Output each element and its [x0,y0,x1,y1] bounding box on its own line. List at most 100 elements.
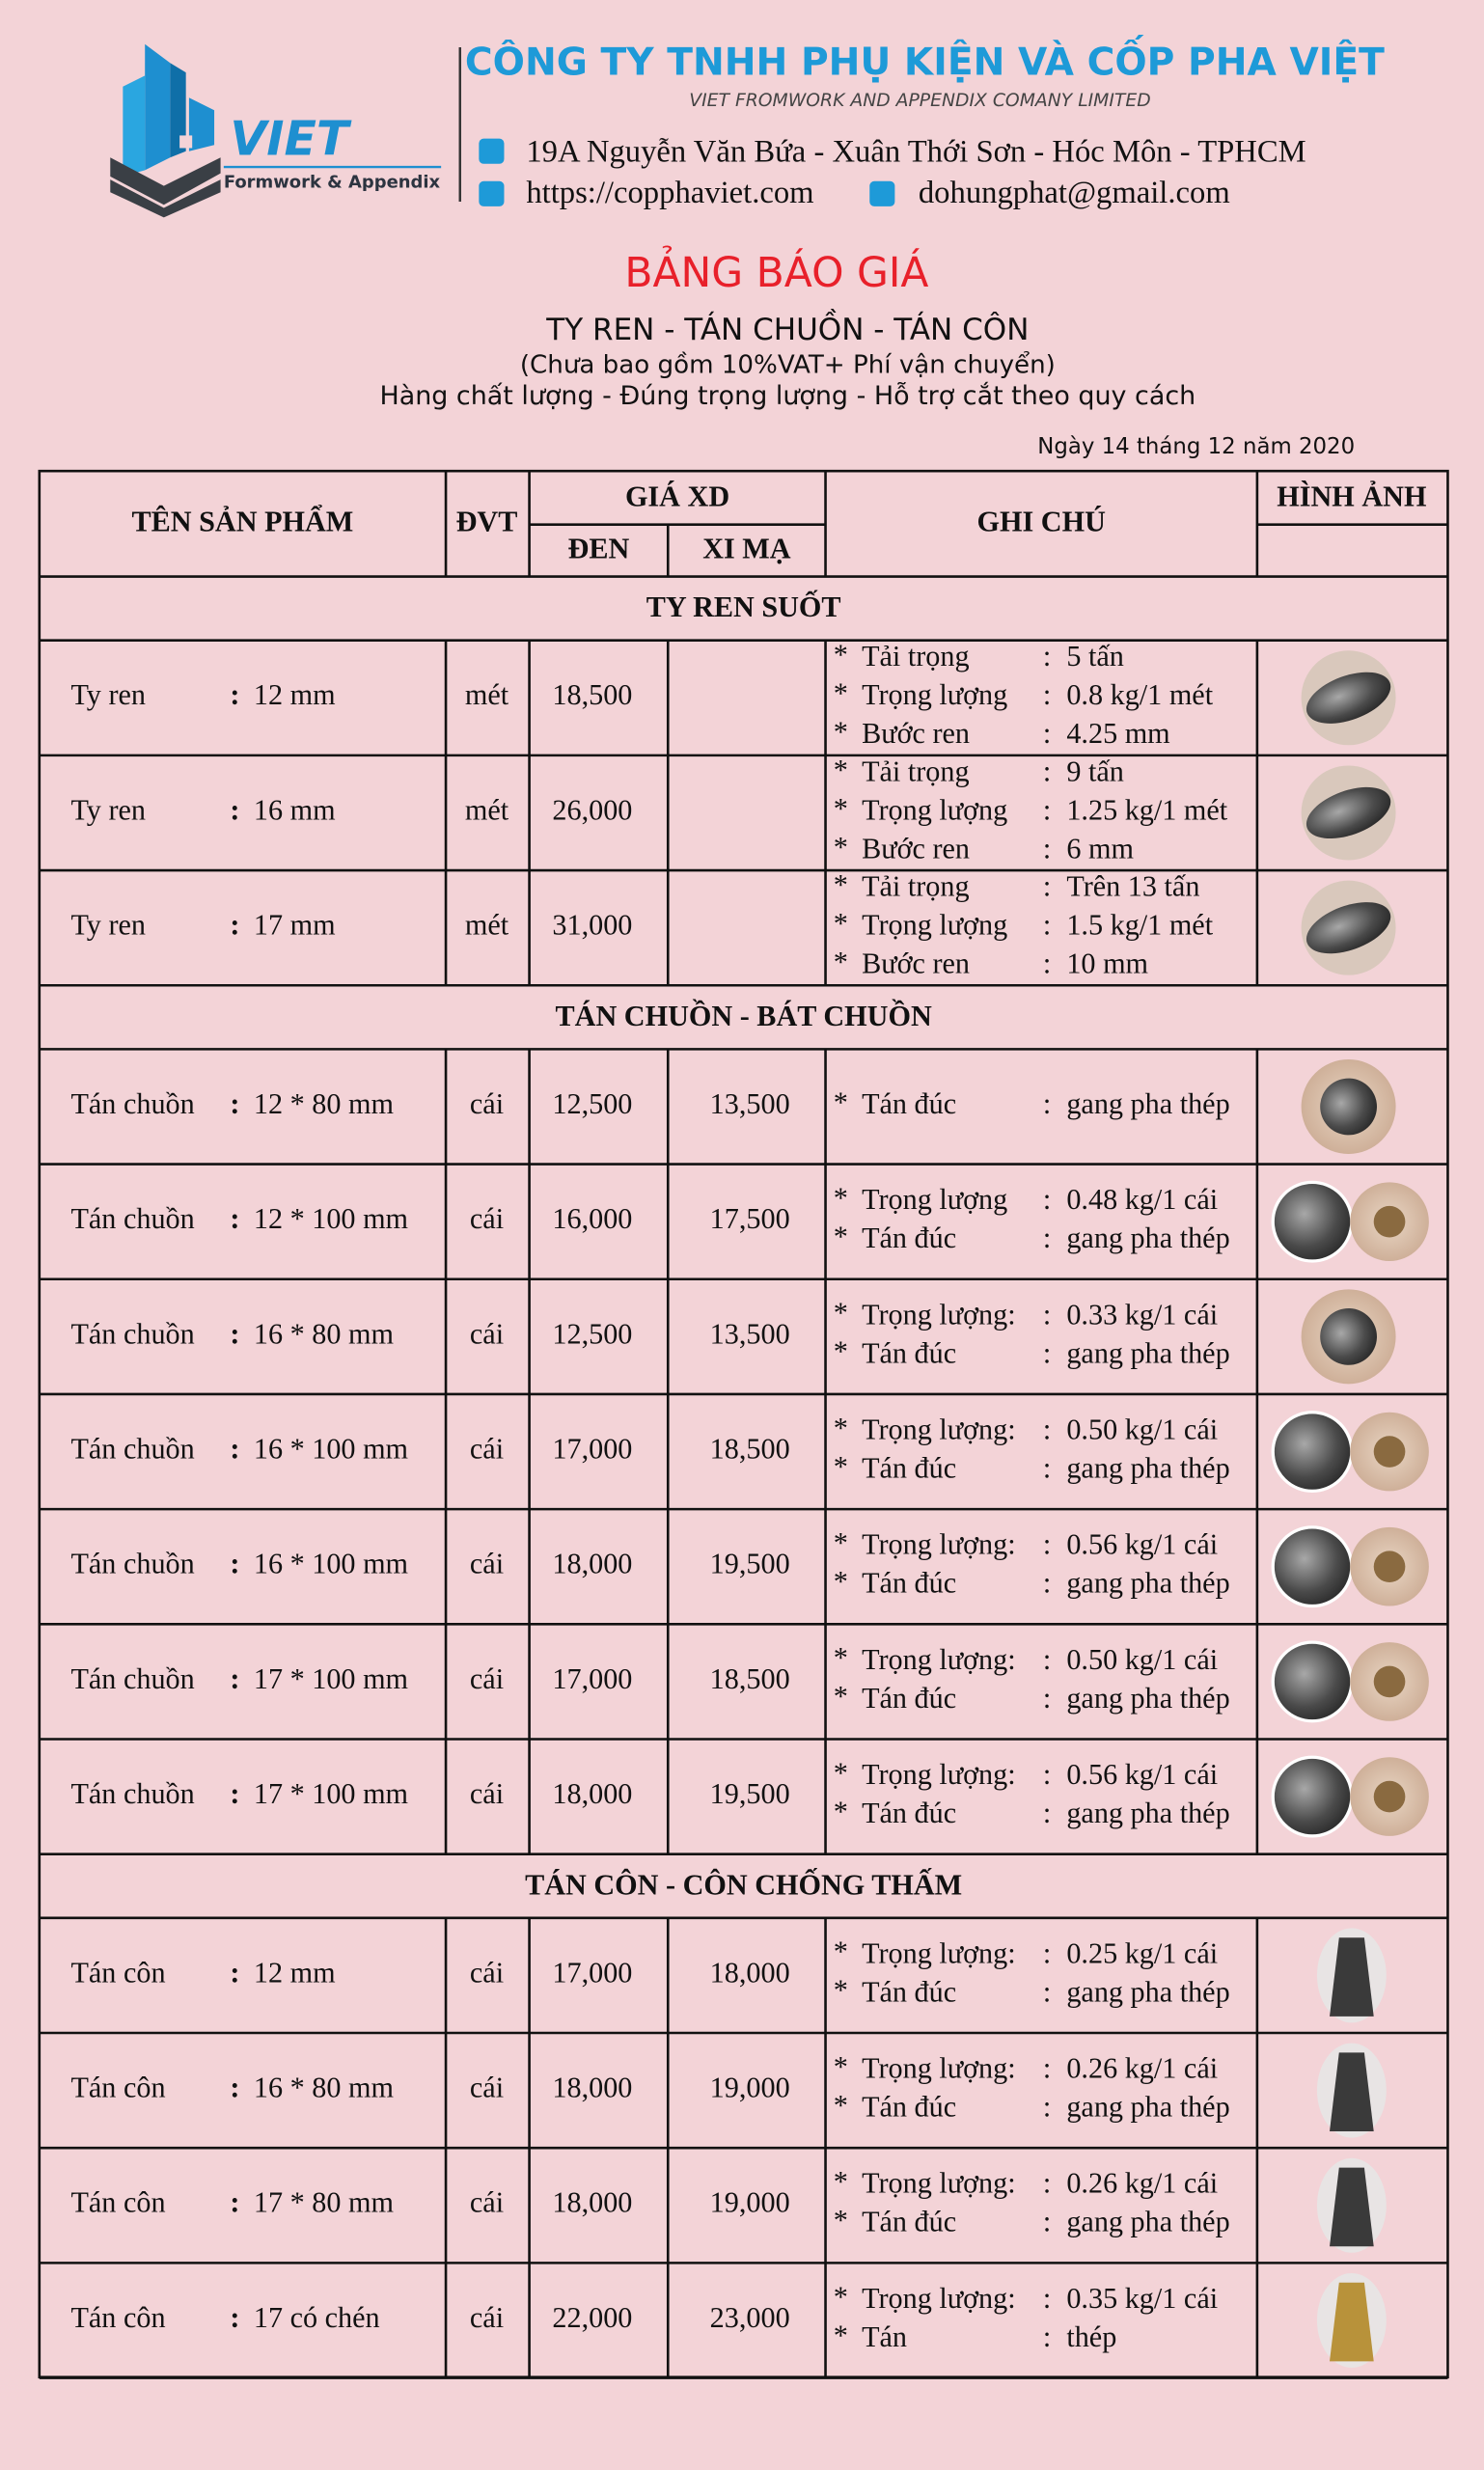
note-label: Tán đúc [862,1221,956,1254]
note-separator: : [1043,1298,1051,1331]
price-black: 18,000 [552,2072,632,2104]
note-separator: : [1043,1087,1051,1120]
unit: cái [470,2072,504,2104]
price-black: 18,000 [552,1777,632,1810]
note-bullet: * [834,1450,848,1483]
product-name: Ty ren [70,909,146,942]
note-separator: : [1043,640,1051,672]
separator: : [230,1432,239,1465]
product-name: Tán chuồn [70,1432,194,1465]
note-separator: : [1043,947,1051,980]
note-separator: : [1043,1936,1051,1969]
note-label: Tán đúc [862,1336,956,1369]
product-photo [1373,1665,1406,1698]
note-separator: : [1043,2091,1051,2124]
note-bullet: * [834,1935,848,1968]
home-icon [479,138,505,164]
note-label: Trọng lượng: [862,1936,1016,1969]
note-value: gang pha thép [1066,1975,1229,2008]
price-plated: 23,000 [710,2301,790,2334]
note-separator: : [1043,870,1051,903]
product-spec: 16 * 100 mm [254,1548,409,1580]
note-label: Tán đúc [862,1567,956,1600]
unit: cái [470,1202,504,1235]
note-label: Trọng lượng: [862,1528,1016,1561]
note: (Chưa bao gồm 10%VAT+ Phí vận chuyển) [520,349,1056,379]
product-spec: 17 * 100 mm [254,1662,409,1695]
note-value: 0.25 kg/1 cái [1066,1936,1218,1969]
note-value: gang pha thép [1066,2206,1229,2238]
price-plated: 13,500 [710,1317,790,1350]
note-label: Tán đúc [862,1797,956,1829]
note-bullet: * [834,1335,848,1368]
product-name: Ty ren [70,678,146,711]
note-label: Tán đúc [862,1682,956,1715]
separator: : [230,1087,239,1120]
note-label: Trọng lượng: [862,2052,1016,2085]
price-black: 18,000 [552,1548,632,1580]
mail-icon [869,180,895,206]
price-plated: 19,000 [710,2186,790,2219]
note-bullet: * [834,1085,848,1118]
note-value: 1.5 kg/1 mét [1066,909,1213,942]
note-label: Trọng lượng: [862,1413,1016,1445]
note-value: 0.26 kg/1 cái [1066,2167,1218,2200]
price-plated: 19,000 [710,2072,790,2104]
product-spec: 12 mm [254,1956,336,1989]
price-black: 17,000 [552,1956,632,1989]
note-separator: : [1043,1797,1051,1829]
product-spec: 17 * 80 mm [254,2186,395,2219]
product-name: Tán chuồn [70,1777,194,1810]
note-value: gang pha thép [1066,1567,1229,1600]
product-spec: 16 * 80 mm [254,1317,395,1350]
note-separator: : [1043,1336,1051,1369]
product-photo [1320,1078,1377,1136]
unit: mét [465,793,509,826]
note-bullet: * [834,2204,848,2237]
note-bullet: * [834,1526,848,1559]
note-value: gang pha thép [1066,1797,1229,1829]
note-separator: : [1043,1567,1051,1600]
column-header: GHI CHÚ [977,506,1107,538]
product-name: Ty ren [70,793,146,826]
price-black: 17,000 [552,1432,632,1465]
note-bullet: * [834,1974,848,2007]
note-label: Trọng lượng: [862,1643,1016,1676]
separator: : [230,1662,239,1695]
note-label: Tán [862,2320,907,2353]
product-name: Tán côn [70,2301,165,2334]
unit: cái [470,2301,504,2334]
note-value: gang pha thép [1066,1682,1229,1715]
separator: : [230,2301,239,2334]
company-name: CÔNG TY TNHH PHỤ KIỆN VÀ CỐP PHA VIỆT [465,34,1385,84]
product-spec: 17 * 100 mm [254,1777,409,1810]
unit: cái [470,1087,504,1120]
unit: cái [470,1432,504,1465]
note-label: Bước ren [862,717,970,750]
price-black: 18,000 [552,2186,632,2219]
note-label: Tán đúc [862,2206,956,2238]
note-label: Tải trọng [862,640,970,672]
product-spec: 16 * 100 mm [254,1432,409,1465]
price-plated: 18,500 [710,1662,790,1695]
price-black: 18,500 [552,678,632,711]
logo: VIET Formwork & Appendix [110,43,442,218]
unit: mét [465,678,509,711]
note-separator: : [1043,1758,1051,1791]
section-title: TY REN SUỐT [646,590,841,623]
note-value: 0.56 kg/1 cái [1066,1528,1218,1561]
product-spec: 12 * 100 mm [254,1202,409,1235]
unit: mét [465,909,509,942]
product-name: Tán côn [70,2072,165,2104]
product-spec: 12 mm [254,678,336,711]
product-photo [1271,1755,1354,1838]
note-value: 10 mm [1066,947,1148,980]
product-name: Tán chuồn [70,1087,194,1120]
note-value: 0.48 kg/1 cái [1066,1183,1218,1216]
price-black: 31,000 [552,909,632,942]
note-bullet: * [834,792,848,825]
note-bullet: * [834,1756,848,1789]
note-separator: : [1043,1451,1051,1484]
